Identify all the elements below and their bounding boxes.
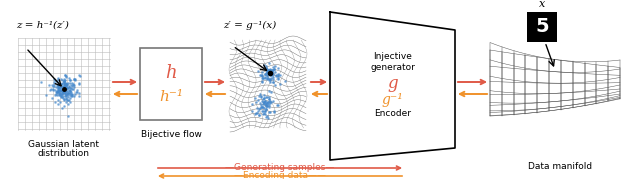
Text: Data manifold: Data manifold	[528, 162, 592, 171]
Bar	[140, 48, 202, 120]
Text: g: g	[387, 74, 398, 91]
Text: z′ = g⁻¹(x): z′ = g⁻¹(x)	[223, 21, 276, 30]
Text: —Encoding data——: —Encoding data——	[234, 171, 326, 179]
Text: distribution: distribution	[38, 149, 90, 158]
Text: Encoder: Encoder	[374, 108, 411, 117]
Text: h⁻¹: h⁻¹	[159, 90, 183, 104]
Text: z = h⁻¹(z′): z = h⁻¹(z′)	[16, 21, 69, 30]
Text: x: x	[539, 0, 545, 9]
Text: Injective
generator: Injective generator	[370, 52, 415, 72]
Bar	[527, 12, 557, 42]
Text: —Generating samples—: —Generating samples—	[225, 163, 335, 173]
Text: Gaussian latent: Gaussian latent	[29, 140, 99, 149]
Text: g⁻¹: g⁻¹	[381, 93, 403, 107]
Text: 5: 5	[535, 18, 549, 37]
Text: h: h	[165, 64, 177, 82]
Text: Bijective flow: Bijective flow	[141, 130, 202, 139]
